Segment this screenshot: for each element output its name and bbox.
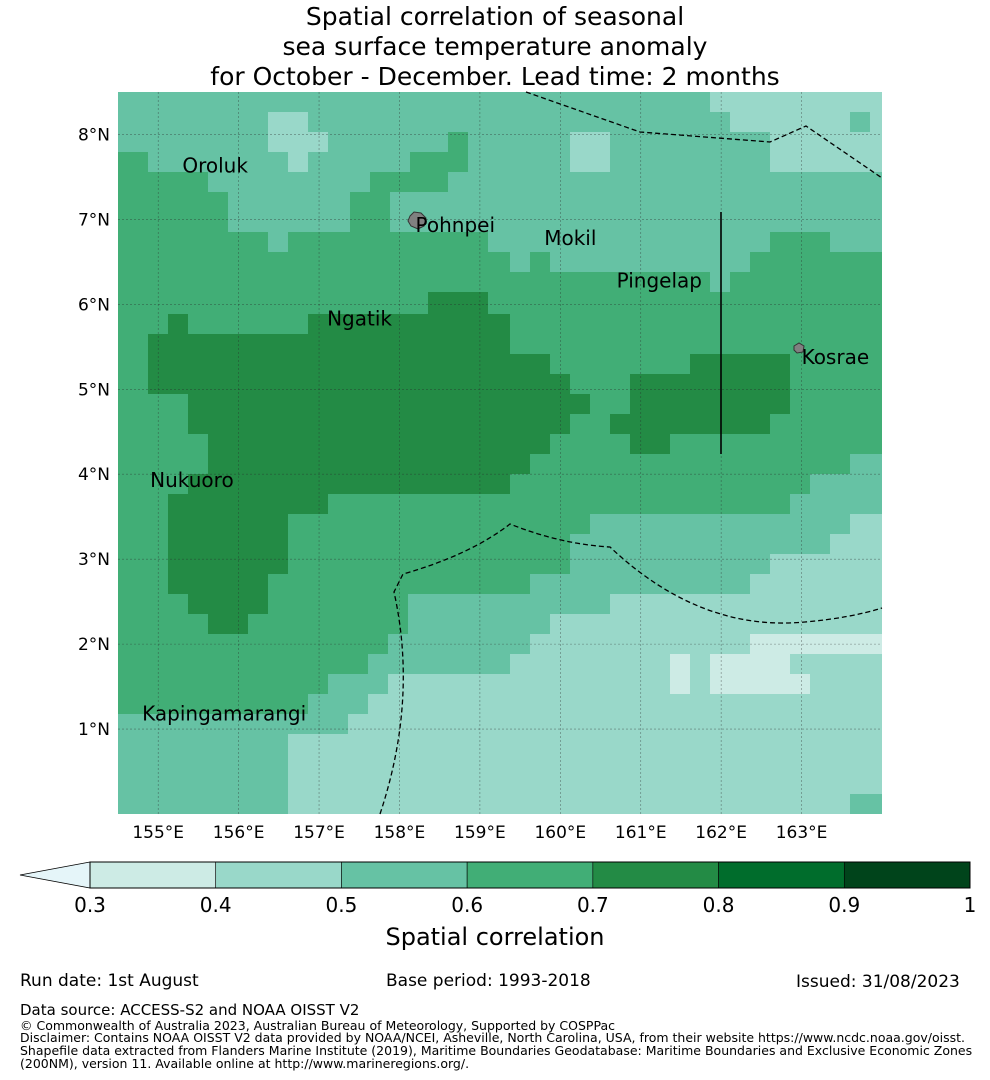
correlation-region xyxy=(570,132,610,172)
correlation-region xyxy=(148,132,170,152)
base-period: Base period: 1993-2018 xyxy=(386,971,591,991)
copyright: © Commonwealth of Australia 2023, Austra… xyxy=(20,1018,615,1033)
place-label-mokil: Mokil xyxy=(544,226,596,250)
lat-tick-label: 6°N xyxy=(78,295,110,315)
colorbar-bin xyxy=(843,861,971,889)
colorbar-tick-label: 0.7 xyxy=(577,893,609,917)
place-label-ngatik: Ngatik xyxy=(327,307,392,331)
correlation-region xyxy=(288,514,882,814)
lat-tick-label: 5°N xyxy=(78,380,110,400)
correlation-map: Oroluk Pohnpei Mokil Pingelap Ngatik Kosrae Nu… xyxy=(19,91,977,951)
title-line-3: for October - December. Lead time: 2 mon… xyxy=(210,62,780,91)
disclaimer-line-1: Disclaimer: Contains NOAA OISST V2 data … xyxy=(20,1030,965,1045)
correlation-region xyxy=(610,594,690,614)
islands xyxy=(407,211,805,354)
correlation-grid xyxy=(118,92,882,814)
lon-tick-label: 159°E xyxy=(454,823,506,843)
lon-tick-label: 158°E xyxy=(374,823,426,843)
lon-tick-label: 155°E xyxy=(132,823,184,843)
colorbar-bin xyxy=(718,861,845,889)
title-line-2: sea surface temperature anomaly xyxy=(282,32,708,61)
pohnpei-island xyxy=(407,211,427,230)
data-source: Data source: ACCESS-S2 and NOAA OISST V2 xyxy=(20,1001,360,1019)
colorbar-under-arrow xyxy=(19,861,91,889)
title-line-1: Spatial correlation of seasonal xyxy=(305,2,685,31)
eez-boundary-north xyxy=(525,91,883,179)
place-label-kosrae: Kosrae xyxy=(802,345,870,369)
lon-tick-label: 163°E xyxy=(776,823,828,843)
map-title: Spatial correlation of seasonal sea surf… xyxy=(0,2,990,92)
correlation-region xyxy=(350,132,468,232)
correlation-region xyxy=(408,594,470,614)
colorbar-bin xyxy=(215,861,342,889)
colorbar-tick-label: 0.6 xyxy=(451,893,483,917)
colorbar-bin xyxy=(592,861,719,889)
correlation-region xyxy=(770,132,882,172)
colorbar-bin xyxy=(341,861,468,889)
disclaimer-line-3: (200NM), version 11. Available online at… xyxy=(20,1056,470,1071)
colorbar-label: Spatial correlation xyxy=(385,923,604,951)
colorbar-tick-label: 1 xyxy=(964,893,977,917)
eez-boundary-central xyxy=(379,523,883,815)
correlation-region xyxy=(710,92,882,132)
correlation-region xyxy=(610,354,790,454)
correlation-region xyxy=(148,292,590,634)
place-label-kapingamarangi: Kapingamarangi xyxy=(142,702,306,726)
lon-tick-label: 157°E xyxy=(293,823,345,843)
disclaimer-line-2: Shapefile data extracted from Flanders M… xyxy=(20,1043,973,1058)
lon-tick-label: 161°E xyxy=(615,823,667,843)
lon-tick-label: 160°E xyxy=(534,823,586,843)
correlation-region xyxy=(710,634,882,694)
lat-tick-label: 1°N xyxy=(78,720,110,740)
lat-tick-label: 3°N xyxy=(78,550,110,570)
place-label-pingelap: Pingelap xyxy=(617,268,702,292)
colorbar: 0.3 0.4 0.5 0.6 0.7 0.8 0.9 1 xyxy=(19,861,977,917)
colorbar-tick-label: 0.4 xyxy=(200,893,232,917)
place-labels: Oroluk Pohnpei Mokil Pingelap Ngatik Kosrae Nu… xyxy=(142,154,869,726)
eez-boundaries xyxy=(379,91,883,815)
place-label-pohnpei: Pohnpei xyxy=(416,213,496,237)
lon-tick-label: 156°E xyxy=(213,823,265,843)
lat-tick-label: 2°N xyxy=(78,635,110,655)
colorbar-bin xyxy=(89,861,217,889)
place-label-oroluk: Oroluk xyxy=(182,154,248,178)
colorbar-bin xyxy=(466,861,594,889)
run-date: Run date: 1st August xyxy=(20,971,199,991)
correlation-region xyxy=(268,112,328,172)
colorbar-tick-label: 0.5 xyxy=(326,893,358,917)
colorbar-tick-label: 0.9 xyxy=(828,893,860,917)
lat-tick-label: 4°N xyxy=(78,465,110,485)
issued-date: Issued: 31/08/2023 xyxy=(796,972,960,992)
colorbar-tick-label: 0.8 xyxy=(703,893,735,917)
lon-tick-label: 162°E xyxy=(695,823,747,843)
place-label-nukuoro: Nukuoro xyxy=(150,468,234,492)
colorbar-tick-label: 0.3 xyxy=(74,893,106,917)
correlation-region xyxy=(670,654,690,694)
axis-labels: 155°E 156°E 157°E 158°E 159°E 160°E 161°E 162°E… xyxy=(78,125,827,843)
lat-tick-label: 8°N xyxy=(78,125,110,145)
kosrae-island xyxy=(793,342,805,354)
lat-tick-label: 7°N xyxy=(78,210,110,230)
